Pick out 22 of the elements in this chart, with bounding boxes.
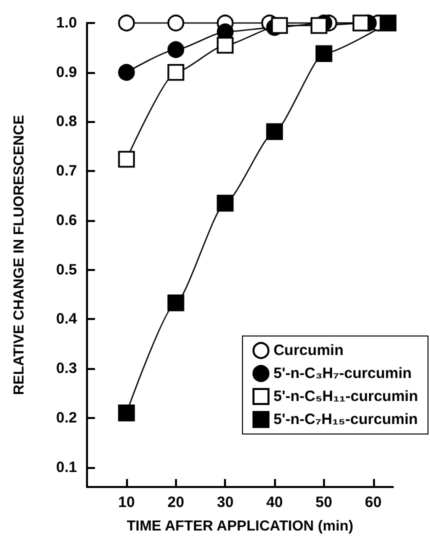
y-tick-label: 0.2 [56, 409, 77, 426]
x-axis-title: TIME AFTER APPLICATION (min) [126, 518, 354, 534]
y-tick-label: 0.1 [56, 458, 77, 476]
x-tick-label: 30 [216, 494, 234, 511]
legend-label: 5'-n-C₅H₁₁-curcumin [273, 388, 418, 405]
x-tick-label: 10 [118, 494, 135, 511]
y-tick-label: 0.8 [56, 113, 77, 130]
x-tick-label: 20 [167, 494, 184, 511]
legend-label: 5'-n-C₇H₁₅-curcumin [273, 411, 418, 428]
legend-label: Curcumin [273, 342, 344, 359]
x-tick-label: 40 [266, 494, 283, 511]
y-tick-label: 0.9 [56, 64, 77, 81]
x-tick-label: 60 [364, 494, 382, 511]
y-tick-label: 0.4 [56, 310, 78, 328]
y-axis-title: RELATIVE CHANGE IN FLUORESCENCE [12, 114, 28, 396]
y-tick-label: 0.6 [56, 212, 77, 229]
y-tick-label: 0.7 [56, 162, 77, 180]
legend-label: 5'-n-C₃H₇-curcumin [273, 365, 412, 382]
y-tick-label: 0.5 [56, 261, 77, 278]
y-tick-label: 0.3 [56, 360, 77, 378]
y-tick-label: 1.0 [56, 14, 77, 32]
x-tick-label: 50 [316, 494, 332, 511]
